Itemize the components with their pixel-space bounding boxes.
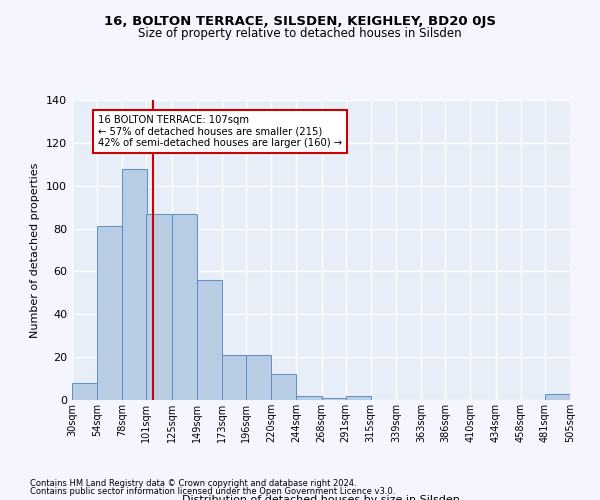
Bar [346, 396, 371, 400]
Bar [146, 214, 172, 400]
Bar [322, 398, 347, 400]
Text: 16 BOLTON TERRACE: 107sqm
← 57% of detached houses are smaller (215)
42% of semi: 16 BOLTON TERRACE: 107sqm ← 57% of detac… [98, 115, 343, 148]
Text: Contains HM Land Registry data © Crown copyright and database right 2024.: Contains HM Land Registry data © Crown c… [30, 478, 356, 488]
Bar [122, 168, 148, 400]
Text: Contains public sector information licensed under the Open Government Licence v3: Contains public sector information licen… [30, 487, 395, 496]
Bar [97, 226, 122, 400]
Bar [296, 396, 322, 400]
Bar [246, 355, 271, 400]
Bar [197, 280, 222, 400]
Bar [72, 383, 97, 400]
Bar [545, 394, 570, 400]
X-axis label: Distribution of detached houses by size in Silsden: Distribution of detached houses by size … [182, 495, 460, 500]
Bar [172, 214, 197, 400]
Bar [222, 355, 247, 400]
Text: 16, BOLTON TERRACE, SILSDEN, KEIGHLEY, BD20 0JS: 16, BOLTON TERRACE, SILSDEN, KEIGHLEY, B… [104, 15, 496, 28]
Y-axis label: Number of detached properties: Number of detached properties [31, 162, 40, 338]
Text: Size of property relative to detached houses in Silsden: Size of property relative to detached ho… [138, 28, 462, 40]
Bar [271, 374, 296, 400]
